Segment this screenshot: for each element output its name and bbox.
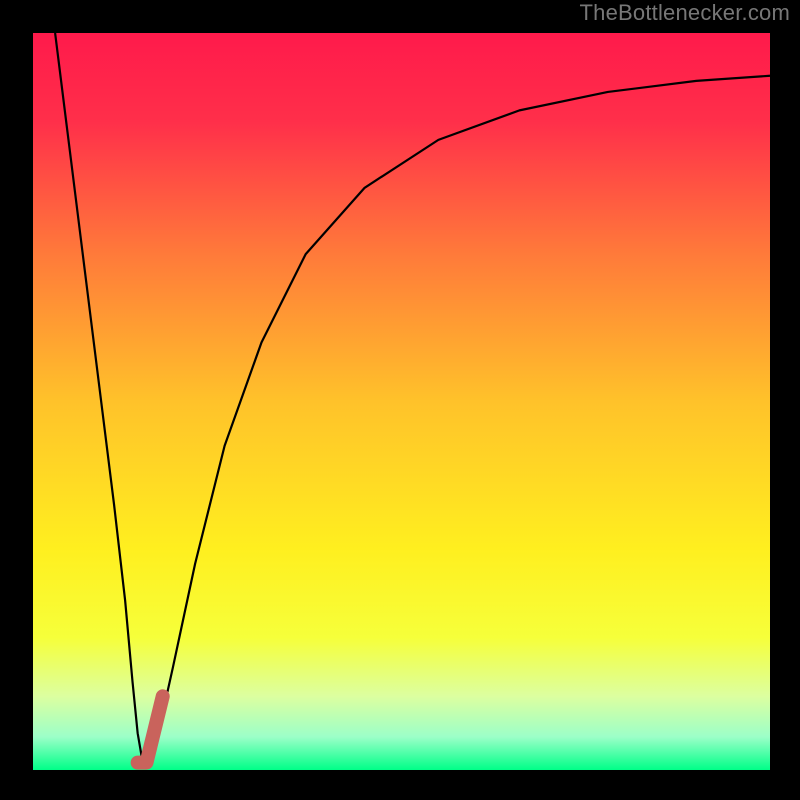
chart-svg: [0, 0, 800, 800]
bottleneck-chart: TheBottlenecker.com: [0, 0, 800, 800]
watermark-label: TheBottlenecker.com: [580, 0, 790, 26]
gradient-background: [33, 33, 770, 770]
